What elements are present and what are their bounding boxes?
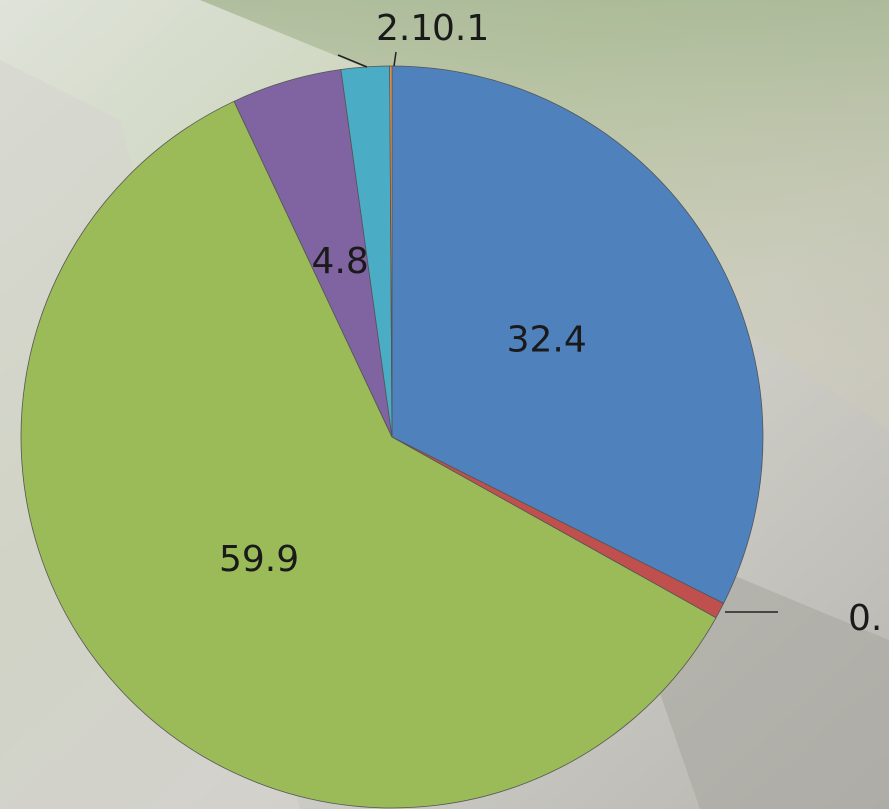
data-label: 4.8 (312, 241, 369, 282)
pie-slice (20, 100, 717, 809)
data-label: 0. (848, 598, 882, 639)
leader-line (337, 54, 368, 68)
pie-slice (391, 65, 764, 604)
data-label: 59.9 (219, 539, 299, 580)
data-label: 0.1 (432, 8, 489, 49)
data-label: 2.1 (376, 8, 433, 49)
data-label: 32.4 (507, 320, 587, 361)
pie: 32.4 0. 59.9 4.8 2.10.1 (20, 8, 882, 809)
pie-slice (389, 65, 393, 438)
leader-line (393, 51, 397, 67)
